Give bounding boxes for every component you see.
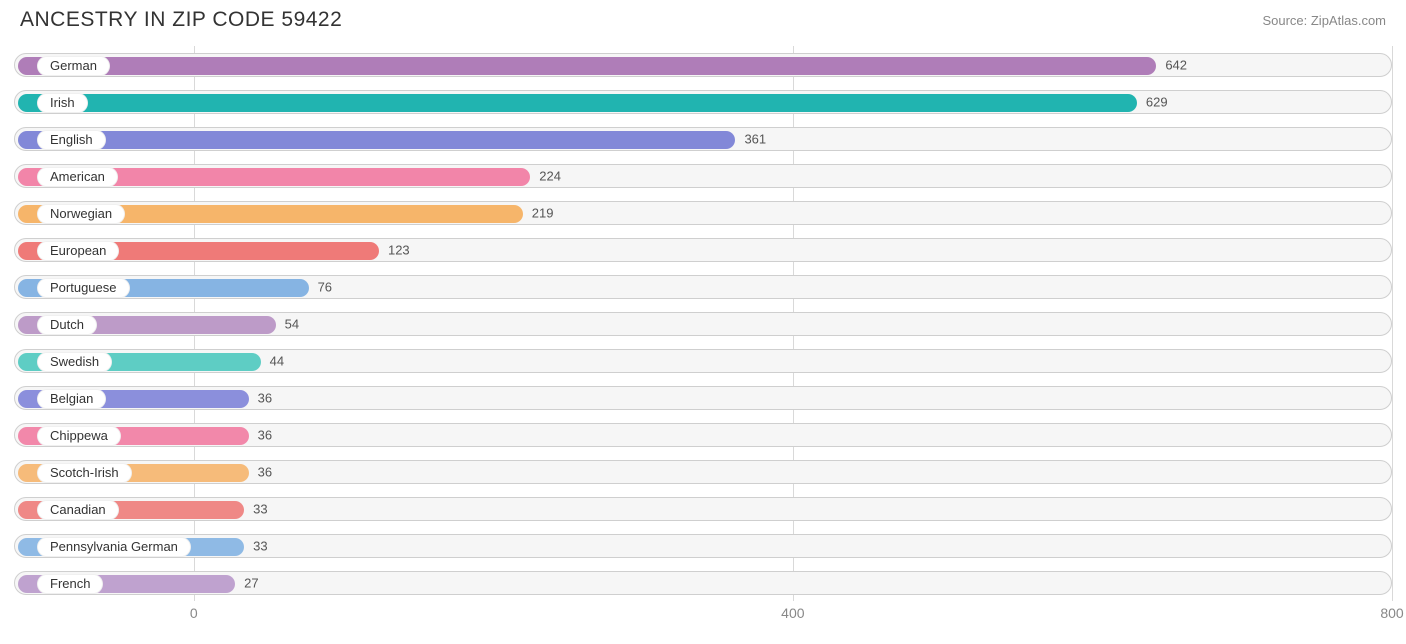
header: ANCESTRY IN ZIP CODE 59422 Source: ZipAt… — [0, 0, 1406, 46]
bar-label: Dutch — [37, 315, 97, 335]
bar-row: Portuguese 76 — [14, 268, 1392, 305]
x-axis-tick: 0 — [190, 605, 198, 621]
bar-value: 36 — [258, 390, 272, 405]
bar-track: Belgian — [14, 386, 1392, 410]
bar-row: Swedish 44 — [14, 342, 1392, 379]
bar-value: 76 — [318, 279, 332, 294]
bar-label: French — [37, 574, 103, 594]
bar-label: Chippewa — [37, 426, 121, 446]
bar-row: Dutch 54 — [14, 305, 1392, 342]
bar-track: Swedish — [14, 349, 1392, 373]
bar-row: Pennsylvania German 33 — [14, 527, 1392, 564]
bar-row: Belgian 36 — [14, 379, 1392, 416]
x-axis-tick: 400 — [781, 605, 804, 621]
bar-track: Canadian — [14, 497, 1392, 521]
bar-value: 33 — [253, 501, 267, 516]
bar-row: European 123 — [14, 231, 1392, 268]
bar-track: Dutch — [14, 312, 1392, 336]
plot-region: German 642 Irish 629 English 361 American 224 No… — [14, 46, 1392, 601]
bar-value: 361 — [744, 131, 766, 146]
bar-fill — [18, 57, 1156, 75]
bar-row: German 642 — [14, 46, 1392, 83]
gridline — [1392, 46, 1393, 601]
bar-track: Irish — [14, 90, 1392, 114]
bar-label: American — [37, 167, 118, 187]
bar-row: Canadian 33 — [14, 490, 1392, 527]
bar-track: English — [14, 127, 1392, 151]
chart-title: ANCESTRY IN ZIP CODE 59422 — [20, 8, 342, 32]
bar-label: Norwegian — [37, 204, 125, 224]
bar-row: Irish 629 — [14, 83, 1392, 120]
bar-track: Norwegian — [14, 201, 1392, 225]
bar-label: Irish — [37, 93, 88, 113]
bar-label: German — [37, 56, 110, 76]
bar-value: 642 — [1165, 57, 1187, 72]
bar-value: 123 — [388, 242, 410, 257]
bar-row: English 361 — [14, 120, 1392, 157]
bar-row: French 27 — [14, 564, 1392, 601]
bar-row: Chippewa 36 — [14, 416, 1392, 453]
chart-area: German 642 Irish 629 English 361 American 224 No… — [0, 46, 1406, 629]
bar-row: Scotch-Irish 36 — [14, 453, 1392, 490]
bar-fill — [18, 131, 735, 149]
bar-track: Scotch-Irish — [14, 460, 1392, 484]
bar-track: American — [14, 164, 1392, 188]
bar-value: 219 — [532, 205, 554, 220]
bar-row: Norwegian 219 — [14, 194, 1392, 231]
bar-label: Scotch-Irish — [37, 463, 132, 483]
bar-label: English — [37, 130, 106, 150]
bar-value: 44 — [270, 353, 284, 368]
bar-label: Swedish — [37, 352, 112, 372]
bar-label: Canadian — [37, 500, 119, 520]
bar-value: 33 — [253, 538, 267, 553]
source-attribution: Source: ZipAtlas.com — [1262, 13, 1386, 28]
bar-label: Portuguese — [37, 278, 130, 298]
bar-fill — [18, 94, 1137, 112]
bar-track: Pennsylvania German — [14, 534, 1392, 558]
bar-value: 36 — [258, 427, 272, 442]
bar-value: 629 — [1146, 94, 1168, 109]
bar-row: American 224 — [14, 157, 1392, 194]
bar-label: Belgian — [37, 389, 106, 409]
x-axis-tick: 800 — [1380, 605, 1403, 621]
bar-track: French — [14, 571, 1392, 595]
bar-track: Portuguese — [14, 275, 1392, 299]
bar-value: 36 — [258, 464, 272, 479]
bar-track: Chippewa — [14, 423, 1392, 447]
bar-track: European — [14, 238, 1392, 262]
x-axis: 0400800 — [14, 601, 1392, 629]
bar-label: European — [37, 241, 119, 261]
bar-value: 27 — [244, 575, 258, 590]
bar-value: 54 — [285, 316, 299, 331]
bar-value: 224 — [539, 168, 561, 183]
bar-label: Pennsylvania German — [37, 537, 191, 557]
